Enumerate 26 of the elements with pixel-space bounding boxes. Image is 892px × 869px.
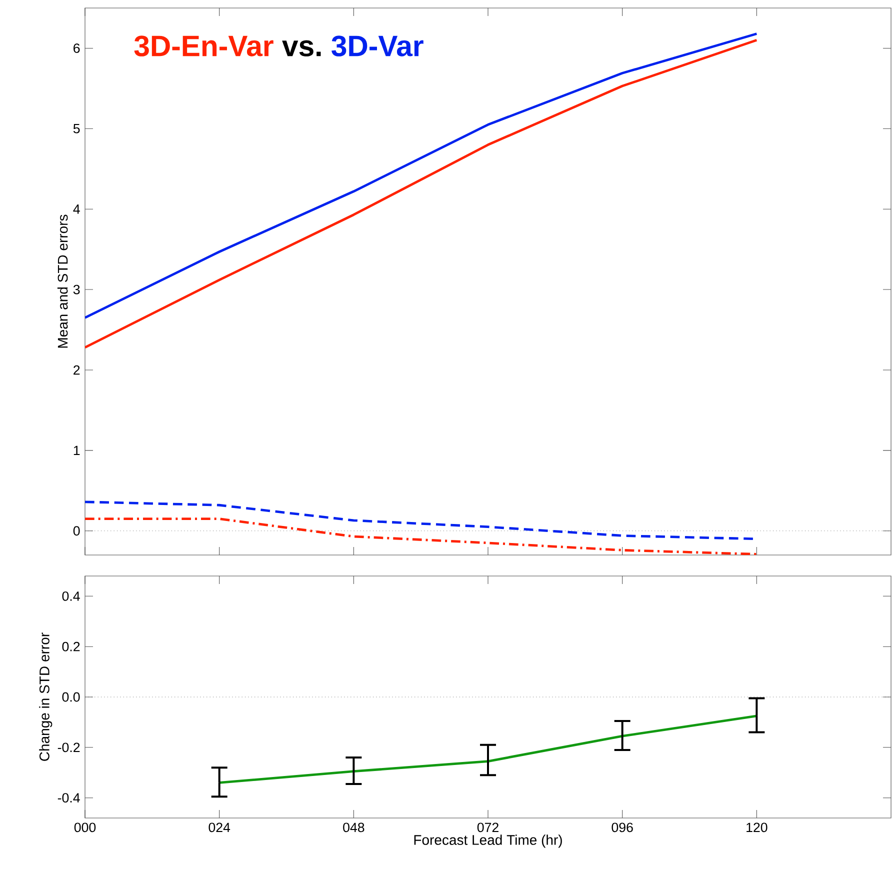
y-tick-label: 3 (73, 284, 80, 294)
y-axis-title: Change in STD error (39, 632, 52, 761)
y-tick-label: 5 (73, 124, 80, 134)
y-tick-label: 1 (74, 446, 80, 456)
x-tick-label: 120 (746, 822, 768, 832)
y-tick-label: 0.4 (62, 591, 80, 601)
y-tick-label: 6 (74, 44, 80, 53)
text: 3D-En-Var (134, 36, 274, 56)
line-series (85, 518, 758, 555)
x-tick-label: 096 (612, 822, 633, 832)
x-tick-label: 000 (74, 822, 96, 832)
x-tick-label: 072 (477, 822, 498, 832)
x-axis-title: Forecast Lead Time (hr) (414, 834, 562, 848)
y-axis-title: Mean and STD errors (57, 214, 68, 348)
y-tick-label: 0.2 (62, 642, 80, 652)
y-tick-label: -0.2 (58, 742, 80, 752)
y-tick-label: -0.4 (58, 793, 80, 803)
x-tick-label: 048 (343, 822, 364, 832)
x-tick-label: 024 (208, 822, 230, 832)
y-tick-label: 0 (73, 526, 80, 536)
y-tick-label: 2 (74, 365, 80, 375)
line-series (218, 714, 758, 784)
y-tick-label: 0.0 (62, 692, 80, 702)
text: 3D-Var (332, 36, 424, 56)
y-tick-label: 4 (73, 204, 80, 214)
annotation: vs. (282, 40, 321, 56)
